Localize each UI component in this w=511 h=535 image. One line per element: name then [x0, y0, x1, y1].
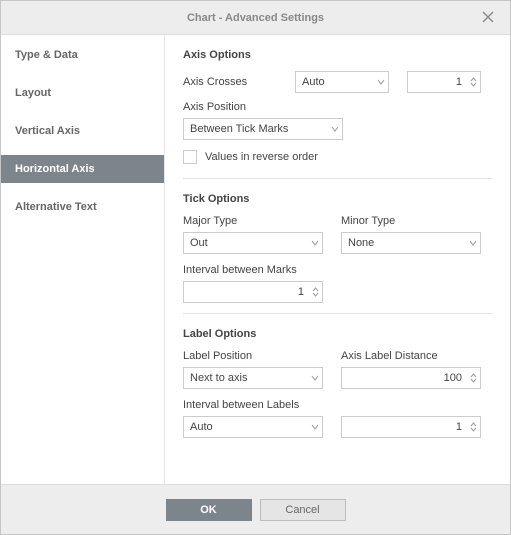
axis-crosses-number: 1 — [414, 76, 464, 88]
cancel-label: Cancel — [285, 504, 319, 516]
divider — [183, 178, 492, 179]
chevron-down-icon — [311, 368, 319, 388]
interval-labels-label: Interval between Labels — [183, 399, 323, 411]
spinner-down-icon[interactable] — [312, 292, 319, 297]
sidebar-item-alternative-text[interactable]: Alternative Text — [1, 193, 164, 221]
spinner-arrows — [470, 72, 477, 92]
sidebar-item-label: Vertical Axis — [15, 125, 80, 137]
minor-type-select[interactable]: None — [341, 232, 481, 254]
close-icon — [482, 11, 494, 26]
reverse-order-label: Values in reverse order — [205, 151, 318, 163]
chevron-down-icon — [331, 119, 339, 139]
major-type-label: Major Type — [183, 215, 323, 227]
interval-marks-value: 1 — [190, 286, 306, 298]
axis-position-value: Between Tick Marks — [190, 123, 288, 135]
interval-labels-value: 1 — [348, 421, 464, 433]
sidebar-item-label: Layout — [15, 87, 51, 99]
axis-crosses-select[interactable]: Auto — [295, 71, 389, 93]
label-position-label: Label Position — [183, 350, 323, 362]
axis-position-label: Axis Position — [183, 101, 343, 113]
section-title-axis-options: Axis Options — [183, 49, 492, 61]
chevron-down-icon — [311, 417, 319, 437]
major-type-select[interactable]: Out — [183, 232, 323, 254]
interval-labels-select[interactable]: Auto — [183, 416, 323, 438]
sidebar-item-layout[interactable]: Layout — [1, 79, 164, 107]
interval-marks-label: Interval between Marks — [183, 264, 323, 276]
spinner-arrows — [470, 417, 477, 437]
axis-crosses-spinner[interactable]: 1 — [407, 71, 481, 93]
axis-label-distance-label: Axis Label Distance — [341, 350, 481, 362]
dialog-body: Type & Data Layout Vertical Axis Horizon… — [1, 35, 510, 484]
section-title-label-options: Label Options — [183, 328, 492, 340]
chevron-down-icon — [377, 72, 385, 92]
interval-marks-spinner[interactable]: 1 — [183, 281, 323, 303]
axis-label-distance-value: 100 — [348, 372, 464, 384]
minor-type-label: Minor Type — [341, 215, 481, 227]
dialog-title: Chart - Advanced Settings — [187, 12, 324, 24]
label-position-select[interactable]: Next to axis — [183, 367, 323, 389]
spinner-down-icon[interactable] — [470, 378, 477, 383]
footer: OK Cancel — [1, 484, 510, 534]
spinner-down-icon[interactable] — [470, 82, 477, 87]
sidebar: Type & Data Layout Vertical Axis Horizon… — [1, 35, 165, 484]
sidebar-item-label: Type & Data — [15, 49, 78, 61]
label-position-value: Next to axis — [190, 372, 247, 384]
titlebar: Chart - Advanced Settings — [1, 1, 510, 35]
sidebar-item-label: Alternative Text — [15, 201, 97, 213]
minor-type-value: None — [348, 237, 374, 249]
sidebar-item-type-data[interactable]: Type & Data — [1, 41, 164, 69]
spinner-arrows — [312, 282, 319, 302]
interval-labels-spacer — [341, 399, 481, 411]
ok-button[interactable]: OK — [166, 499, 252, 521]
sidebar-item-horizontal-axis[interactable]: Horizontal Axis — [1, 155, 164, 183]
dialog: Chart - Advanced Settings Type & Data La… — [0, 0, 511, 535]
interval-labels-mode: Auto — [190, 421, 213, 433]
axis-crosses-label: Axis Crosses — [183, 76, 277, 88]
axis-crosses-value: Auto — [302, 76, 325, 88]
sidebar-item-vertical-axis[interactable]: Vertical Axis — [1, 117, 164, 145]
major-type-value: Out — [190, 237, 208, 249]
axis-position-select[interactable]: Between Tick Marks — [183, 118, 343, 140]
cancel-button[interactable]: Cancel — [260, 499, 346, 521]
spinner-down-icon[interactable] — [470, 427, 477, 432]
ok-label: OK — [200, 504, 217, 516]
content-panel: Axis Options Axis Crosses Auto 1 — [165, 35, 510, 484]
close-button[interactable] — [476, 1, 500, 35]
divider — [183, 313, 492, 314]
interval-labels-spinner[interactable]: 1 — [341, 416, 481, 438]
sidebar-item-label: Horizontal Axis — [15, 163, 95, 175]
axis-label-distance-spinner[interactable]: 100 — [341, 367, 481, 389]
reverse-order-checkbox[interactable] — [183, 150, 197, 164]
chevron-down-icon — [311, 233, 319, 253]
section-title-tick-options: Tick Options — [183, 193, 492, 205]
spinner-arrows — [470, 368, 477, 388]
chevron-down-icon — [469, 233, 477, 253]
